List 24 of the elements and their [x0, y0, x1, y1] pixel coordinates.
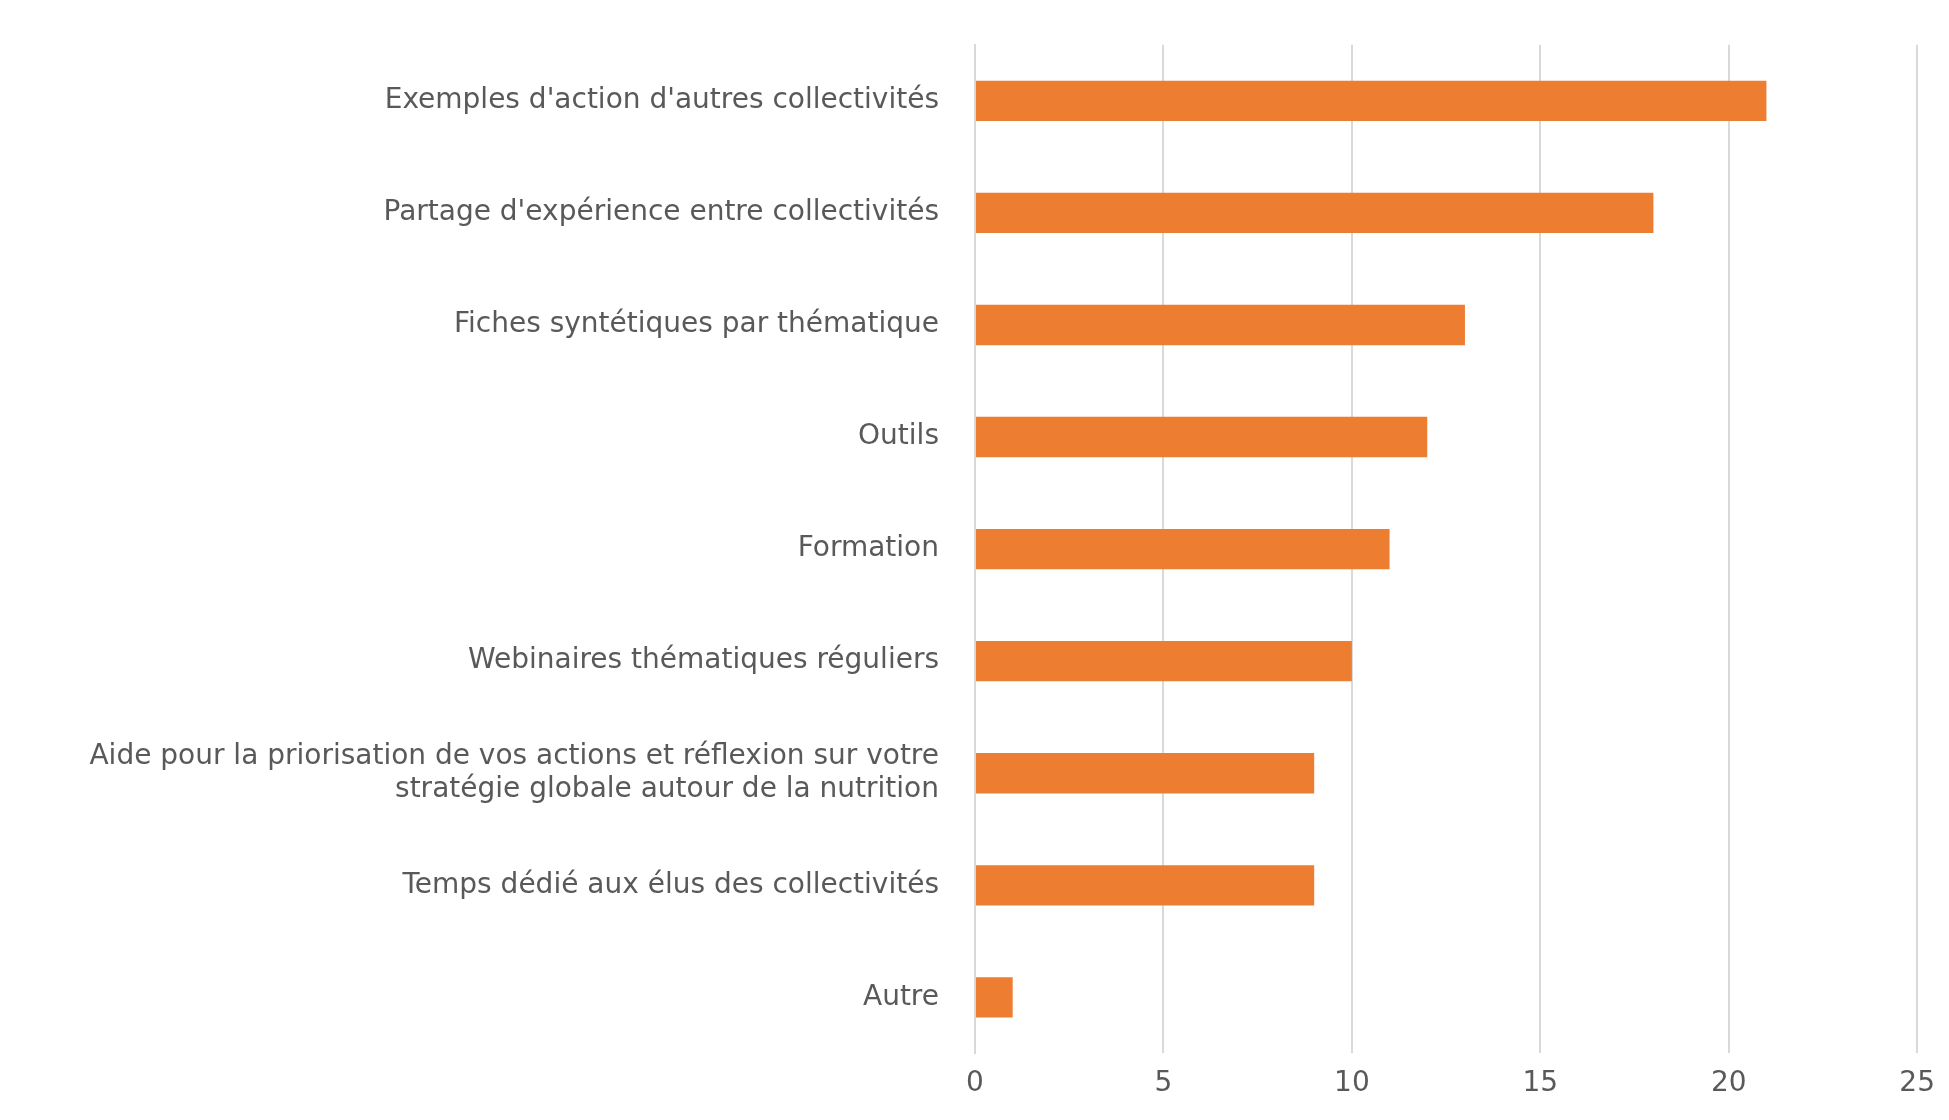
bar	[976, 192, 1654, 234]
y-tick-label: Exemples d'action d'autres collectivités	[384, 82, 939, 116]
y-tick-label: Partage d'expérience entre collectivités	[383, 194, 939, 228]
bar	[976, 753, 1315, 794]
y-tick-label: Temps dédié aux élus des collectivités	[401, 866, 939, 900]
y-tick-label: Webinaires thématiques réguliers	[467, 642, 939, 676]
bar	[976, 865, 1315, 906]
bar	[976, 80, 1767, 122]
bar	[976, 304, 1465, 346]
bar	[976, 977, 1013, 1018]
x-tick-label: 20	[1710, 1065, 1747, 1099]
bar	[976, 641, 1352, 682]
x-tick-label: 5	[1154, 1065, 1173, 1099]
y-tick-label: Outils	[858, 418, 939, 452]
x-tick-label: 25	[1899, 1065, 1936, 1099]
y-tick-label: Fiches syntétiques par thématique	[453, 306, 939, 340]
y-tick-label: Formation	[797, 530, 939, 564]
x-tick-label: 10	[1334, 1065, 1370, 1099]
bar	[976, 416, 1428, 458]
x-tick-label: 0	[966, 1065, 984, 1099]
y-tick-label: Autre	[862, 978, 939, 1012]
x-tick-label: 15	[1522, 1065, 1559, 1099]
y-tick-label: Aide pour la priorisation de vos actions et réflexion sur votre stratégie globale autour de la nutrition	[89, 737, 939, 805]
bar	[976, 528, 1390, 570]
